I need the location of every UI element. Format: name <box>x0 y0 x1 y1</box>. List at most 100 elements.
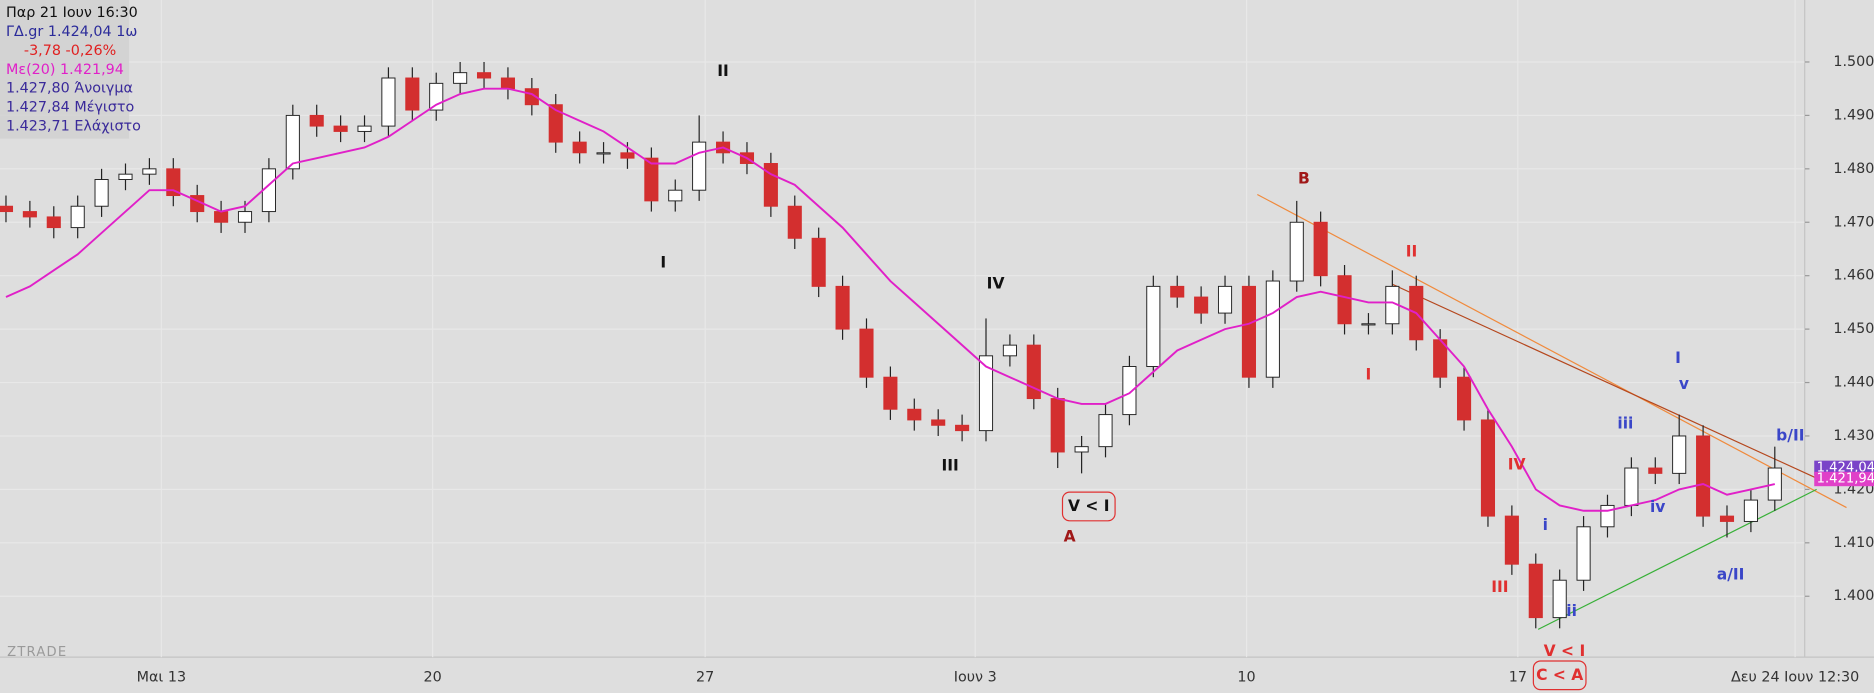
annotation-box <box>1061 491 1116 522</box>
wave-label: iii <box>1617 415 1633 433</box>
y-tick-label: 1.500 <box>1833 54 1874 70</box>
candle-body <box>931 419 946 426</box>
annotation-box <box>1532 660 1587 691</box>
y-tick-label: 1.450 <box>1833 321 1874 337</box>
candle-body <box>1743 499 1758 522</box>
candle-body <box>955 424 970 432</box>
candle-body <box>214 211 229 223</box>
candle-body <box>70 205 85 229</box>
candle-body <box>1457 376 1472 421</box>
candle-body <box>0 205 14 213</box>
wave-label: I <box>1675 349 1681 367</box>
candle-body <box>1194 296 1209 314</box>
candle-body <box>835 285 850 330</box>
trend-line <box>1537 488 1817 630</box>
candle-body <box>668 189 683 202</box>
y-tick-label: 1.400 <box>1833 588 1874 604</box>
candle-body <box>692 141 707 191</box>
candle-body <box>1146 285 1161 367</box>
y-tick-label: 1.470 <box>1833 214 1874 230</box>
wave-label: b/II <box>1776 426 1804 444</box>
candle-body <box>237 211 253 223</box>
candle-body <box>763 163 778 207</box>
wave-label: i <box>1543 516 1548 534</box>
candle-body <box>1719 515 1735 522</box>
candle-body <box>22 211 37 218</box>
candle-body <box>357 125 372 132</box>
candle-body <box>1552 579 1567 619</box>
candle-body <box>644 157 659 202</box>
trend-line <box>1257 193 1847 509</box>
candle-body <box>1170 285 1185 298</box>
candle-body <box>1528 563 1543 619</box>
candle-body <box>1265 280 1280 378</box>
candle-body <box>142 168 157 175</box>
price-tag-label: 1.421,94 <box>1817 472 1874 487</box>
x-tick-label: Δευ 24 Ιουν 12:30 <box>1731 669 1859 685</box>
candle-body <box>859 328 874 378</box>
candle-body <box>1480 419 1496 517</box>
candle-body <box>883 376 898 410</box>
candle-body <box>620 152 635 159</box>
candle-body <box>429 82 444 111</box>
candle-body <box>1026 344 1041 400</box>
price-tag <box>1814 460 1874 475</box>
wave-label: II <box>717 62 729 80</box>
wave-label: III <box>1491 578 1508 596</box>
candle-body <box>811 237 826 287</box>
y-tick-label: 1.430 <box>1833 428 1874 444</box>
info-box <box>0 0 130 139</box>
y-tick-label: 1.480 <box>1833 161 1874 177</box>
x-tick-label: 10 <box>1237 669 1255 685</box>
info-line: 1.427,80 Άνοιγμα <box>6 81 133 97</box>
candle-body <box>1050 398 1065 453</box>
info-line: 1.427,84 Μέγιστο <box>6 100 134 116</box>
candle-body <box>1337 275 1352 325</box>
candle-body <box>500 77 515 90</box>
candle-body <box>94 179 109 207</box>
candle-body <box>381 77 396 127</box>
wave-label: IV <box>987 275 1005 293</box>
wave-label: V < I <box>1068 497 1110 515</box>
wave-label: B <box>1298 169 1310 187</box>
candle-body <box>166 168 181 197</box>
candle-body <box>1098 414 1113 448</box>
candle-body <box>285 114 300 170</box>
candle-body <box>1600 504 1615 528</box>
candle-body <box>1002 344 1017 357</box>
wave-label: I <box>1366 366 1372 384</box>
candle-body <box>453 72 468 84</box>
x-tick-label: 20 <box>424 669 442 685</box>
candle-body <box>548 104 563 143</box>
x-tick-label: Ιουν 3 <box>954 669 997 685</box>
candle-body <box>1648 467 1663 474</box>
candle-body <box>787 205 802 239</box>
x-tick-label: 17 <box>1509 669 1527 685</box>
wave-label: a/II <box>1717 565 1745 583</box>
price-tag <box>1814 471 1874 487</box>
candle-body <box>333 125 348 132</box>
candle-body <box>1217 285 1233 314</box>
info-line: 1.423,71 Ελάχιστο <box>6 118 141 134</box>
info-line: ΓΔ.gr 1.424,04 1ω <box>6 24 137 40</box>
wave-label: iv <box>1650 498 1665 516</box>
candle-body <box>1504 515 1519 565</box>
wave-label: v <box>1679 375 1689 393</box>
candle-body <box>907 408 922 421</box>
candle-body <box>596 152 611 155</box>
y-tick-label: 1.410 <box>1833 535 1874 551</box>
wave-label: III <box>941 456 958 474</box>
watermark: ZTRADE <box>7 645 67 660</box>
x-tick-label: 27 <box>696 669 714 685</box>
candle-body <box>978 355 994 432</box>
candle-body <box>1074 446 1089 453</box>
trend-line <box>1392 283 1817 479</box>
info-line: Με(20) 1.421,94 <box>6 62 124 78</box>
price-tag-label: 1.424,04 <box>1817 460 1874 475</box>
candle-body <box>572 141 587 154</box>
candle-body <box>118 173 133 180</box>
wave-label: ii <box>1566 602 1577 620</box>
candle-body <box>1289 221 1304 282</box>
